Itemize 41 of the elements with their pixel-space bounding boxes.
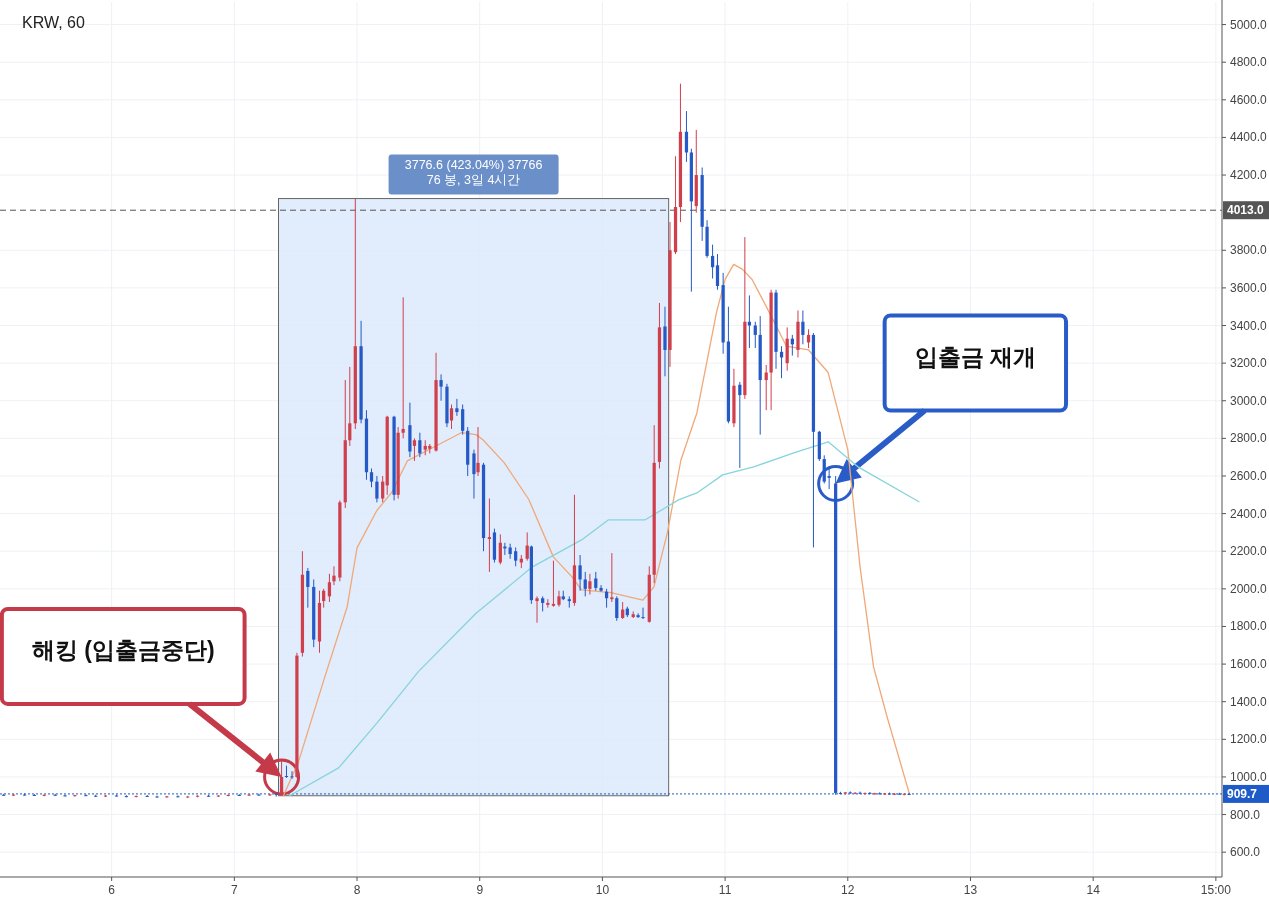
ref-line-label: 4013.0 xyxy=(1227,203,1265,218)
y-tick-label: 1800.0 xyxy=(1230,619,1268,634)
y-tick-label: 2000.0 xyxy=(1230,581,1268,596)
y-tick-label: 800.0 xyxy=(1230,807,1261,822)
y-tick-label: 1600.0 xyxy=(1230,657,1268,672)
x-tick-label: 14 xyxy=(1086,883,1101,897)
x-tick-label: 8 xyxy=(353,883,361,897)
y-tick-label: 1000.0 xyxy=(1230,769,1268,784)
y-tick-label: 2200.0 xyxy=(1230,544,1268,559)
callout: 입출금 재개 xyxy=(817,313,1069,502)
y-tick-label: 3400.0 xyxy=(1230,318,1268,333)
y-tick-label: 1200.0 xyxy=(1230,732,1268,747)
band-label: 3776.6 (423.04%) 37766 76 봉, 3일 4시간 xyxy=(388,154,559,195)
x-tick-label: 13 xyxy=(963,883,978,897)
y-tick-label: 600.0 xyxy=(1230,845,1261,860)
x-tick-label: 6 xyxy=(108,883,116,897)
y-tick-label: 3000.0 xyxy=(1230,393,1268,408)
annotation: 입출금 재개 xyxy=(914,344,1037,371)
y-tick-label: 4400.0 xyxy=(1230,130,1268,145)
y-tick-label: 4200.0 xyxy=(1230,168,1268,183)
y-tick-label: 4800.0 xyxy=(1230,55,1268,70)
x-tick-label: 11 xyxy=(718,883,732,897)
y-tick-label: 3800.0 xyxy=(1230,243,1268,258)
y-tick-label: 4600.0 xyxy=(1230,92,1268,107)
y-tick-label: 2800.0 xyxy=(1230,431,1268,446)
ref-line-label: 909.7 xyxy=(1227,786,1258,801)
y-tick-label: 3600.0 xyxy=(1230,280,1268,295)
y-tick-label: 2600.0 xyxy=(1230,468,1268,483)
x-tick-label: 10 xyxy=(595,883,610,897)
text: KRW, 60 xyxy=(22,14,85,31)
x-tick-label: 7 xyxy=(231,883,238,897)
y-tick-label: 5000.0 xyxy=(1230,17,1268,32)
callout: 해킹 (입출금중단) xyxy=(0,606,301,796)
y-tick-label: 1400.0 xyxy=(1230,694,1268,709)
y-tick-label: 3200.0 xyxy=(1230,356,1268,371)
x-tick-label: 15:00 xyxy=(1200,883,1232,897)
annotation: 해킹 (입출금중단) xyxy=(31,637,215,664)
band-label: 3776.6 (423.04%) 37766 76 봉, 3일 4시간 xyxy=(404,157,543,187)
y-tick-label: 2400.0 xyxy=(1230,506,1268,521)
x-tick-label: 12 xyxy=(841,883,855,897)
x-tick-label: 9 xyxy=(476,883,484,897)
